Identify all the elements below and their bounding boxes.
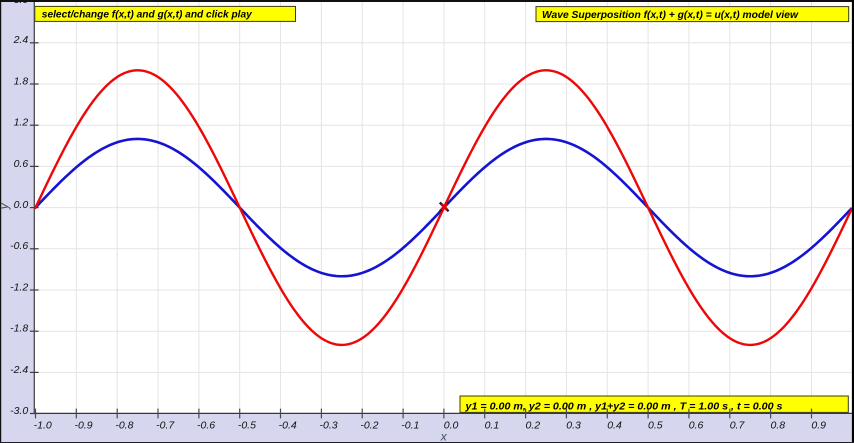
- svg-text:x: x: [440, 430, 448, 443]
- svg-text:0.2: 0.2: [525, 419, 540, 431]
- svg-text:-0.1: -0.1: [401, 419, 419, 431]
- svg-text:0.6: 0.6: [689, 419, 704, 431]
- svg-text:select/change f(x,t) and g(x,t: select/change f(x,t) and g(x,t) and clic…: [42, 9, 253, 21]
- svg-text:0.6: 0.6: [14, 158, 29, 170]
- svg-text:y1 = 0.00 m, y2 = 0.00 m , y1+: y1 = 0.00 m, y2 = 0.00 m , y1+y2 = 0.00 …: [464, 401, 782, 413]
- svg-text:0.8: 0.8: [770, 419, 785, 431]
- svg-text:y: y: [0, 202, 11, 210]
- svg-text:-2.4: -2.4: [10, 364, 28, 376]
- svg-text:0.9: 0.9: [811, 419, 826, 431]
- svg-text:0.3: 0.3: [566, 419, 581, 431]
- svg-text:0.0: 0.0: [14, 199, 29, 211]
- svg-text:-0.9: -0.9: [74, 419, 92, 431]
- svg-text:-0.7: -0.7: [156, 419, 175, 431]
- svg-text:0.7: 0.7: [730, 419, 746, 431]
- svg-text:0.4: 0.4: [607, 419, 622, 431]
- svg-text:-0.3: -0.3: [320, 419, 338, 431]
- svg-text:-0.6: -0.6: [197, 419, 215, 431]
- svg-text:-0.2: -0.2: [360, 419, 378, 431]
- svg-text:0.1: 0.1: [485, 419, 500, 431]
- svg-text:-1.0: -1.0: [34, 419, 52, 431]
- svg-text:-1.2: -1.2: [10, 281, 28, 293]
- svg-text:-0.6: -0.6: [10, 240, 28, 252]
- svg-text:-0.8: -0.8: [115, 419, 133, 431]
- svg-text:Wave Superposition f(x,t) + g(: Wave Superposition f(x,t) + g(x,t) = u(x…: [542, 9, 799, 21]
- svg-text:1.2: 1.2: [14, 117, 29, 129]
- svg-text:-0.4: -0.4: [279, 419, 297, 431]
- svg-text:3.0: 3.0: [14, 0, 29, 6]
- svg-text:2.4: 2.4: [13, 34, 29, 46]
- svg-text:-0.5: -0.5: [238, 419, 256, 431]
- svg-text:-1.8: -1.8: [10, 323, 28, 335]
- svg-text:-3.0: -3.0: [10, 405, 28, 417]
- svg-text:0.0: 0.0: [444, 419, 459, 431]
- svg-text:0.5: 0.5: [648, 419, 663, 431]
- svg-text:1.8: 1.8: [14, 75, 29, 87]
